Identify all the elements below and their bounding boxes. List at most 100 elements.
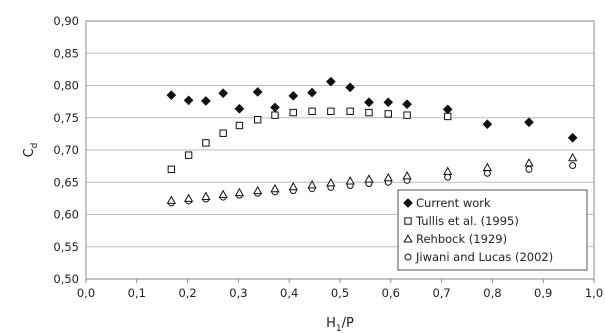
data-point: [184, 151, 193, 159]
data-point: [288, 90, 299, 101]
data-point: [307, 180, 317, 189]
data-point: [167, 165, 176, 174]
x-tick-label: 0,0: [77, 286, 95, 300]
x-tick-label: 0,3: [229, 286, 247, 300]
legend-box: [397, 189, 588, 271]
data-point: [483, 169, 491, 177]
data-point: [253, 185, 263, 195]
y-axis-ticks: 0,50 0,55 0,60 0,65 0,70 0,75 0,80 0,85 0,90: [53, 14, 79, 286]
data-point: [365, 108, 373, 117]
data-point: [384, 110, 392, 118]
data-point: [325, 76, 336, 87]
data-point: [345, 82, 356, 93]
x-axis-label-subscript: 1: [336, 324, 342, 333]
x-axis-ticks: 0,0 0,1 0,2 0,3 0,4 0,5 0,6 0,7 0,8 0,9 1,0: [77, 279, 603, 300]
x-tick-label: 0,2: [178, 286, 196, 300]
data-point: [524, 117, 534, 128]
legend: Current work Tullis et al. (1995) Rehbock …: [397, 189, 588, 271]
data-point: [307, 87, 318, 98]
legend-label: Jiwani and Lucas (2002): [415, 250, 553, 264]
data-point: [202, 139, 210, 147]
x-tick-label: 0,5: [331, 286, 349, 300]
data-point: [308, 107, 316, 115]
data-point: [444, 173, 452, 181]
data-point: [254, 115, 262, 124]
data-point: [235, 121, 244, 130]
data-point: [383, 172, 393, 182]
y-tick-label: 0,75: [53, 111, 79, 125]
data-point: [219, 129, 227, 137]
x-tick-label: 0,4: [280, 286, 298, 300]
y-tick-label: 0,70: [53, 143, 79, 157]
y-tick-label: 0,80: [53, 79, 79, 93]
data-point: [270, 183, 280, 193]
data-point: [234, 187, 245, 197]
legend-marker: [404, 253, 412, 261]
data-point: [183, 95, 194, 106]
y-tick-label: 0,55: [53, 240, 79, 254]
x-tick-label: 0,6: [382, 286, 400, 300]
y-axis-label-main: C: [22, 148, 37, 157]
legend-item: Current work: [403, 196, 491, 210]
y-axis-label: Cd: [22, 143, 40, 158]
data-point: [482, 119, 493, 130]
y-tick-label: 0,60: [53, 208, 79, 222]
data-point: [442, 104, 453, 115]
legend-item: Tullis et al. (1995): [404, 214, 519, 228]
data-point: [200, 96, 211, 106]
data-point: [568, 152, 578, 162]
data-point: [525, 165, 533, 173]
x-axis-label-rest: /P: [342, 316, 354, 331]
data-point: [327, 107, 335, 115]
y-tick-label: 0,65: [53, 175, 79, 189]
y-axis-label-subscript: d: [30, 143, 40, 149]
data-point: [569, 161, 577, 169]
data-point: [252, 86, 263, 97]
data-point: [289, 108, 297, 117]
data-point: [567, 132, 578, 143]
legend-label: Rehbock (1929): [416, 232, 507, 246]
data-point: [183, 193, 194, 202]
data-point: [403, 111, 411, 119]
data-point: [271, 111, 279, 119]
data-point: [326, 178, 336, 187]
x-tick-label: 1,0: [585, 286, 603, 300]
data-point: [166, 90, 177, 101]
data-point: [524, 158, 534, 167]
data-point: [346, 107, 354, 115]
data-point: [201, 191, 211, 200]
y-tick-label: 0,50: [53, 272, 79, 286]
legend-items: Current work Tullis et al. (1995) Rehbock …: [403, 196, 553, 264]
data-point: [270, 102, 280, 113]
legend-item: Jiwani and Lucas (2002): [404, 250, 553, 264]
data-point: [443, 166, 453, 175]
legend-label: Current work: [416, 196, 491, 210]
legend-label: Tullis et al. (1995): [415, 214, 519, 228]
x-axis-label: H1/P: [326, 316, 354, 333]
data-point: [364, 97, 374, 108]
data-point: [364, 174, 374, 183]
y-tick-label: 0,90: [53, 14, 79, 28]
data-point: [482, 162, 492, 171]
x-axis-label-main: H: [326, 316, 336, 331]
x-tick-label: 0,7: [432, 286, 450, 300]
data-point: [234, 103, 245, 114]
data-point: [218, 88, 229, 99]
data-series: [166, 76, 578, 207]
legend-marker: [404, 217, 412, 225]
legend-marker: [403, 234, 413, 243]
series-diamond-filled: [166, 76, 578, 143]
data-point: [383, 97, 394, 108]
data-point: [166, 195, 176, 204]
data-point: [402, 170, 412, 180]
legend-marker: [403, 198, 413, 208]
y-tick-label: 0,85: [53, 46, 79, 60]
data-point: [288, 181, 298, 191]
series-triangle-open: [166, 152, 578, 204]
data-point: [218, 189, 228, 199]
data-point: [402, 99, 413, 110]
x-tick-label: 0,9: [534, 286, 552, 300]
x-tick-label: 0,8: [483, 286, 501, 300]
